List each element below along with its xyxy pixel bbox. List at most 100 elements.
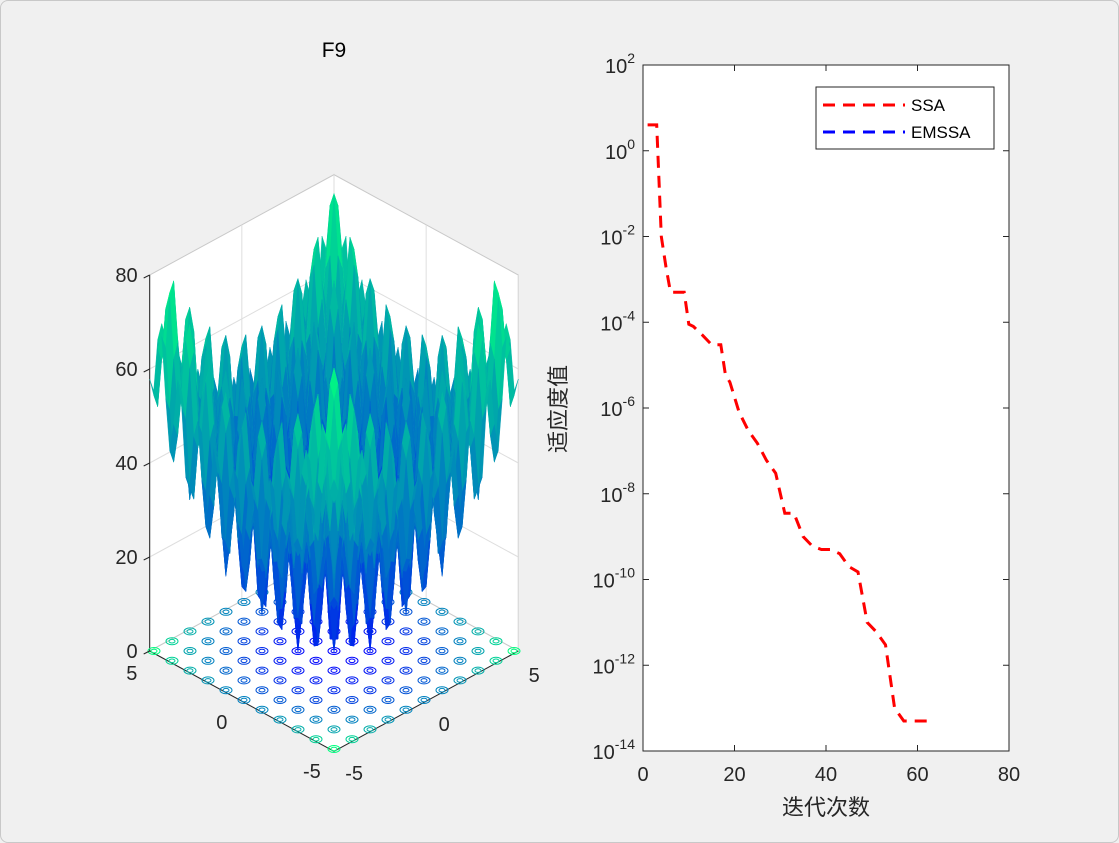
contour-ring [273,715,287,724]
contour-ring [186,648,194,654]
contour-ring [435,627,449,636]
x-axis-label: 迭代次数 [782,796,870,821]
contour-ring [456,619,464,624]
y-tick-label: 10-2 [600,222,635,250]
y-tick-label: 10-6 [600,393,635,421]
contour-ring [492,638,500,644]
contour-ring [291,705,305,714]
contour-ring [201,676,215,685]
contour-ring [417,637,431,646]
contour-ring [291,666,305,675]
contour-ring [258,629,266,634]
contour-ring [330,668,338,673]
contour-ring [273,676,287,685]
x-tick-label: 5 [529,665,540,687]
contour-ring [204,638,212,644]
x-tick-label: 80 [998,764,1020,786]
y-axis-label: 适应度值 [547,365,572,453]
contour-ring [438,668,446,673]
contour-ring [327,705,341,714]
x-tick-label: 40 [815,764,837,786]
contour-ring [471,666,485,675]
z-tick-label: 80 [115,265,137,287]
z-tick-label: 20 [115,547,137,569]
surface-title: F9 [322,39,347,62]
contour-ring [168,658,176,664]
contour-ring [258,687,266,693]
contour-ring [219,647,233,655]
contour-ring [384,697,392,703]
contour-ring [438,609,446,615]
contour-ring [420,697,428,703]
contour-ring [219,686,233,695]
contour-ring [222,668,230,673]
contour-ring [402,648,410,654]
contour-ring [474,629,482,634]
contour-ring [420,638,428,644]
contour-ring [273,656,287,665]
contour-ring [453,637,467,646]
contour-ring [258,648,266,654]
contour-ring [294,668,302,673]
contour-ring [186,668,194,673]
contour-ring [309,715,323,724]
x-tick-label: 60 [906,764,928,786]
contour-ring [240,638,248,644]
contour-ring [219,607,233,616]
contour-ring [330,707,338,713]
contour-ring [381,637,395,646]
contour-ring [384,678,392,683]
contour-ring [276,658,284,664]
contour-ring [471,647,485,655]
contour-ring [222,609,230,615]
contour-ring [219,627,233,636]
z-tick-label: 0 [127,641,138,663]
contour-ring [435,686,449,695]
contour-ring [417,676,431,685]
contour-ring [381,656,395,665]
contour-ring [363,725,377,734]
contour-ring [366,707,374,713]
contour-ring [399,705,413,714]
x-tick-label: -5 [345,763,363,785]
legend-emssa-label: EMSSA [911,123,971,142]
contour-ring [240,678,248,683]
contour-ring [255,666,269,675]
contour-ring [312,658,320,664]
contour-ring [183,647,197,655]
contour-ring [417,696,431,704]
contour-ring [150,648,158,654]
y-tick-label: 100 [605,136,635,164]
contour-ring [402,668,410,673]
contour-ring [222,648,230,654]
contour-ring [399,666,413,675]
contour-ring [294,687,302,693]
surface-mesh [149,192,519,653]
x-tick-label: 0 [439,714,450,736]
legend: SSA EMSSA [815,86,995,150]
contour-ring [219,666,233,675]
contour-ring [147,647,161,655]
contour-ring [402,629,410,634]
contour-ring [492,658,500,664]
contour-ring [435,666,449,675]
contour-ring [309,676,323,685]
contour-ring [489,637,503,646]
contour-ring [435,647,449,655]
contour-ring [276,638,284,644]
contour-ring [204,658,212,664]
contour-ring [201,637,215,646]
y-tick-label: 10-4 [600,307,635,335]
contour-ring [384,658,392,664]
contour-ring [420,619,428,624]
contour-ring [453,617,467,626]
contour-ring [438,648,446,654]
contour-ring [309,656,323,665]
contour-ring [312,678,320,683]
contour-ring [399,686,413,695]
contour-ring [183,627,197,636]
contour-ring [363,686,377,695]
contour-ring [255,705,269,714]
